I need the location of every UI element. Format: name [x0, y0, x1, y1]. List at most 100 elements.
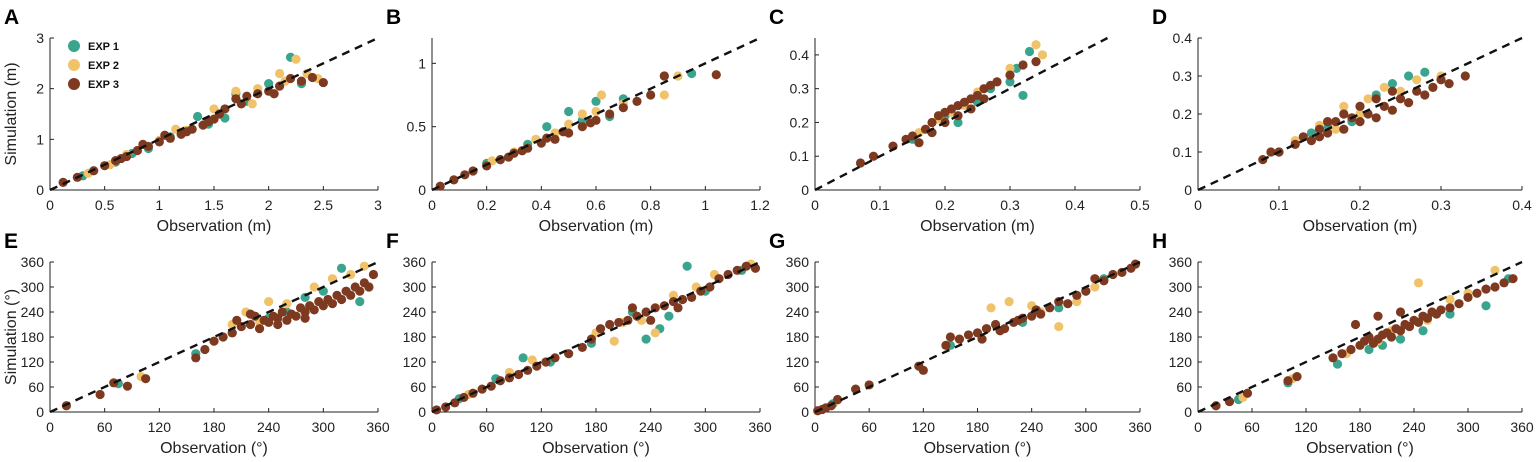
- panel-letter: E: [4, 230, 18, 253]
- data-point: [646, 315, 656, 325]
- x-tick-label: 60: [861, 419, 877, 435]
- data-point: [1031, 57, 1041, 67]
- panel-letter: G: [769, 230, 785, 253]
- data-point: [1371, 94, 1381, 104]
- series-exp-3: [1211, 274, 1518, 411]
- x-axis-label: Observation (m): [920, 218, 1035, 235]
- data-point: [627, 303, 638, 313]
- data-point: [1290, 139, 1300, 149]
- x-tick-label: 360: [1510, 419, 1534, 435]
- legend-label: EXP 2: [88, 60, 119, 72]
- x-tick-label: 0.4: [1512, 197, 1532, 213]
- x-tick-label: 0: [1194, 197, 1202, 213]
- panel-c: 0 0.1 0.2 0.3 0.4 0.5 0 0.1 0.2 0.3 0.4 Observation…: [769, 6, 1150, 235]
- data-point: [564, 106, 574, 117]
- x-tick-label: 0: [46, 197, 54, 213]
- data-point: [646, 90, 656, 100]
- x-tick-label: 240: [639, 419, 663, 435]
- data-point: [659, 90, 669, 100]
- x-tick-label: 0.2: [477, 197, 497, 213]
- x-tick-label: 0.1: [1269, 197, 1289, 213]
- x-tick-label: 300: [694, 419, 718, 435]
- data-point: [513, 369, 524, 380]
- data-point: [1306, 136, 1316, 146]
- x-tick-label: 180: [966, 419, 990, 435]
- legend-label: EXP 1: [88, 41, 119, 53]
- data-point: [247, 99, 257, 109]
- reference-line-1-1: [431, 36, 761, 192]
- y-tick-label: 300: [786, 279, 810, 295]
- data-point: [614, 317, 624, 328]
- data-point: [346, 290, 356, 300]
- panel-b: 0 0.2 0.4 0.6 0.8 1 1.2 0 0.5 1 Observation (m) B: [386, 6, 770, 235]
- data-point: [1445, 303, 1455, 313]
- y-tick-label: 300: [403, 279, 427, 295]
- data-point: [1444, 79, 1454, 89]
- y-tick-label: 60: [28, 379, 44, 395]
- y-tick-label: 120: [786, 354, 810, 370]
- data-point: [1436, 305, 1446, 315]
- y-tick-label: 360: [1169, 254, 1193, 270]
- data-point: [1371, 113, 1381, 123]
- data-point: [318, 77, 328, 88]
- y-tick-label: 0.2: [1173, 106, 1193, 122]
- data-point: [682, 261, 692, 271]
- series-exp-3: [1258, 71, 1470, 165]
- data-point: [309, 282, 319, 292]
- x-tick-label: 0: [811, 197, 819, 213]
- data-point: [596, 90, 607, 100]
- data-point: [1387, 105, 1397, 115]
- data-point: [907, 131, 918, 141]
- data-point: [914, 138, 924, 148]
- x-tick-label: 120: [148, 419, 172, 435]
- data-point: [659, 71, 669, 81]
- panel-g: 0 60 120 180 240 300 360 0 60 120 180 240 300 360 Obse…: [769, 230, 1152, 457]
- data-point: [705, 282, 715, 292]
- x-tick-label: 360: [366, 419, 390, 435]
- data-point: [300, 313, 310, 323]
- panel-letter: F: [386, 230, 399, 253]
- data-point: [1460, 71, 1470, 81]
- reference-line-1-1: [431, 260, 761, 414]
- data-point: [291, 54, 301, 64]
- legend-marker-3: [68, 78, 80, 90]
- legend: EXP 1 EXP 2 EXP 3: [68, 40, 119, 91]
- data-point: [941, 340, 951, 350]
- y-tick-label: 240: [1169, 304, 1193, 320]
- data-point: [460, 170, 470, 180]
- data-point: [1350, 319, 1361, 330]
- x-tick-label: 1.2: [750, 197, 770, 213]
- data-point: [1005, 70, 1015, 80]
- data-point: [1292, 371, 1302, 382]
- y-tick-label: 360: [21, 254, 45, 270]
- data-point: [1018, 60, 1028, 70]
- y-tick-label: 0: [1184, 182, 1192, 198]
- data-point: [264, 296, 274, 307]
- x-tick-label: 300: [1456, 419, 1480, 435]
- y-tick-label: 240: [786, 304, 810, 320]
- data-point: [1339, 124, 1349, 134]
- x-tick-label: 0.5: [95, 197, 115, 213]
- data-point: [1420, 67, 1430, 77]
- data-point: [1404, 71, 1414, 81]
- data-point: [1031, 40, 1041, 50]
- x-tick-label: 0.1: [870, 197, 890, 213]
- data-point: [160, 130, 170, 140]
- panel-d: 0 0.1 0.2 0.3 0.4 0 0.1 0.2 0.3 0.4 Observation (m…: [1152, 6, 1532, 235]
- y-tick-label: 0.3: [1173, 68, 1193, 84]
- data-point: [277, 307, 287, 317]
- data-point: [1346, 344, 1356, 355]
- data-point: [1328, 353, 1338, 363]
- data-point: [1090, 282, 1100, 292]
- y-tick-label: 1: [36, 131, 44, 147]
- y-tick-label: 0: [801, 404, 809, 420]
- series-exp-3: [431, 261, 761, 415]
- data-point: [868, 151, 879, 161]
- data-point: [291, 311, 301, 321]
- panel-letter: A: [4, 6, 19, 29]
- data-point: [711, 70, 721, 80]
- y-tick-label: 120: [1169, 354, 1193, 370]
- data-point: [650, 328, 660, 338]
- legend-marker-1: [68, 40, 80, 52]
- x-tick-label: 0: [428, 419, 436, 435]
